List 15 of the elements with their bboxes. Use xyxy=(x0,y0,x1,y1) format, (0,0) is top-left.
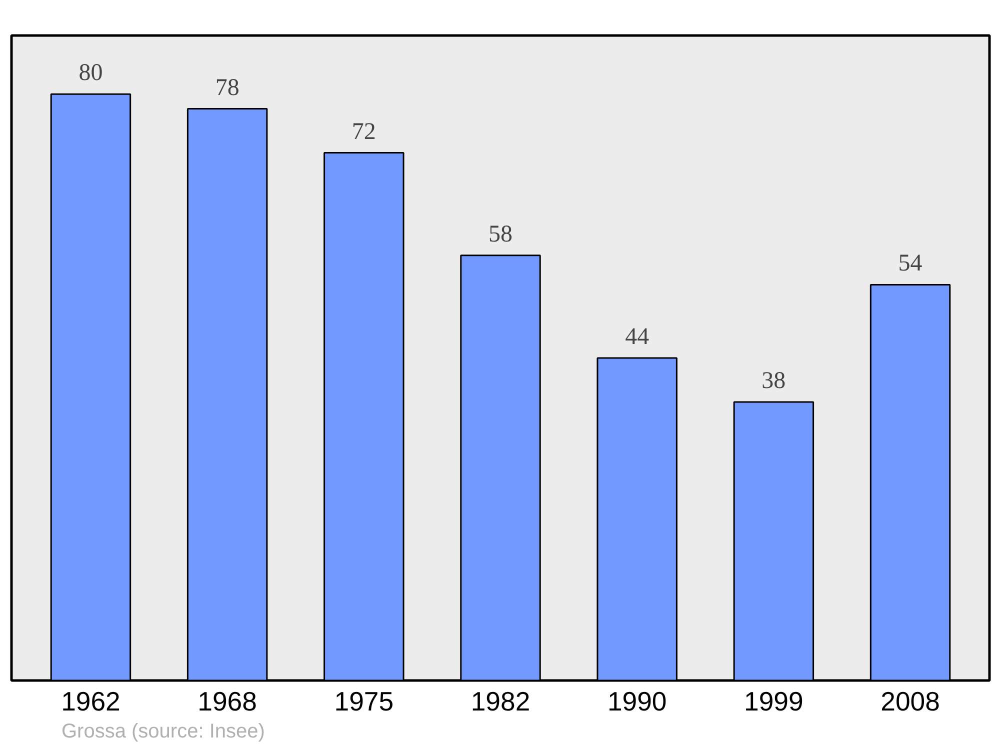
text: Grossa (source: Insee) xyxy=(62,720,265,742)
data-label: 78 xyxy=(215,74,240,101)
x-tick-label: 2008 xyxy=(880,686,940,716)
data-label: 54 xyxy=(898,250,922,277)
data-label: 72 xyxy=(352,118,376,145)
x-tick-label: 1982 xyxy=(470,686,530,716)
x-tick-label: 1975 xyxy=(334,686,394,716)
x-tick-label: 1962 xyxy=(61,686,120,716)
data-label: 80 xyxy=(78,60,103,86)
x-tick-label: 1968 xyxy=(198,686,257,716)
data-label: 38 xyxy=(762,368,786,394)
x-tick-label: 1999 xyxy=(744,686,804,716)
data-label: 44 xyxy=(625,324,650,350)
x-tick-label: 1990 xyxy=(607,686,667,716)
data-label: 58 xyxy=(488,221,512,248)
